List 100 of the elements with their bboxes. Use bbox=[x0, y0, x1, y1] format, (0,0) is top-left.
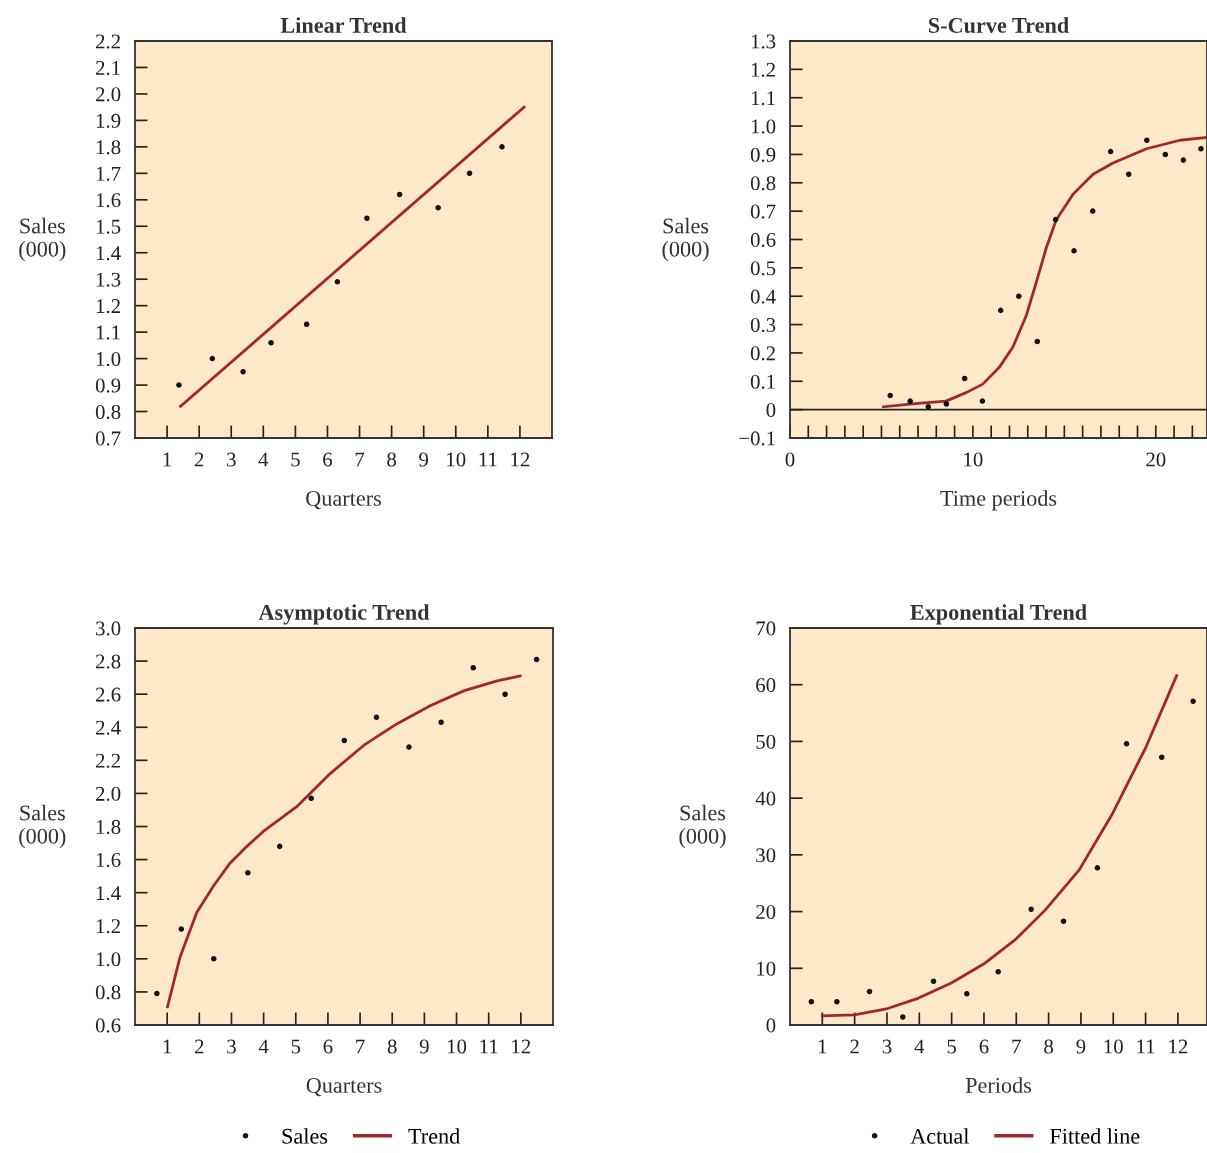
y-tick-label: 0.5 bbox=[750, 261, 776, 276]
y-tick-label: 1.8 bbox=[96, 140, 121, 155]
y-tick-label: 1.1 bbox=[751, 91, 775, 106]
x-tick-label: 7 bbox=[355, 452, 365, 467]
legend-label: Fitted line bbox=[1050, 1128, 1140, 1144]
y-tick-label: 1.8 bbox=[96, 819, 121, 835]
y-tick-label: 1.2 bbox=[96, 919, 120, 934]
y-tick-label: 1.2 bbox=[96, 299, 120, 314]
x-tick-label: 7 bbox=[1012, 1039, 1021, 1054]
x-tick-label: 10 bbox=[447, 1039, 467, 1054]
y-tick-label: 1.3 bbox=[751, 34, 776, 49]
y-tick-label: 2.4 bbox=[95, 720, 121, 735]
y-tick-label: 1.1 bbox=[96, 325, 120, 340]
y-tick-label: 2.6 bbox=[95, 687, 121, 702]
y-tick-label: 0.3 bbox=[750, 317, 776, 333]
y-tick-label: 1.4 bbox=[96, 886, 121, 901]
x-tick-label: 12 bbox=[1169, 1039, 1188, 1054]
y-tick-label: 2.1 bbox=[95, 60, 120, 75]
y-tick-label: 2.0 bbox=[95, 786, 121, 801]
y-tick-label: −0.1 bbox=[739, 431, 775, 446]
x-tick-label: 11 bbox=[479, 452, 497, 467]
x-tick-label: 9 bbox=[1076, 1039, 1086, 1054]
y-tick-label: 2.2 bbox=[95, 34, 120, 49]
legend-label: Actual bbox=[910, 1128, 969, 1144]
x-tick-label: 5 bbox=[291, 1039, 301, 1054]
x-tick-label: 11 bbox=[1137, 1039, 1155, 1054]
y-tick-label: 2.8 bbox=[95, 654, 121, 669]
y-tick-label: 1.4 bbox=[96, 246, 121, 261]
y-tick-label: 0.7 bbox=[95, 431, 121, 446]
x-tick-label: 6 bbox=[979, 1039, 989, 1054]
y-tick-label: 20 bbox=[756, 904, 776, 919]
x-tick-label: 3 bbox=[227, 1039, 236, 1054]
x-tick-label: 4 bbox=[258, 452, 269, 467]
y-tick-label: 3.0 bbox=[96, 621, 121, 636]
x-tick-label: 2 bbox=[850, 1039, 859, 1054]
x-tick-label: 5 bbox=[947, 1039, 957, 1054]
x-tick-label: 4 bbox=[258, 1039, 269, 1054]
x-tick-label: 8 bbox=[1044, 1039, 1054, 1054]
x-tick-label: 8 bbox=[387, 1039, 397, 1054]
x-tick-label: 12 bbox=[512, 1039, 531, 1054]
y-tick-label: 0.8 bbox=[95, 404, 121, 420]
y-tick-label: 0.4 bbox=[750, 289, 776, 304]
x-tick-label: 7 bbox=[356, 1039, 365, 1054]
chart-title: Asymptotic Trend bbox=[258, 604, 430, 625]
x-axis-title: Quarters bbox=[306, 490, 381, 510]
y-tick-label: 0 bbox=[766, 403, 776, 418]
y-tick-label: 1.5 bbox=[96, 219, 121, 234]
x-tick-label: 10 bbox=[447, 452, 466, 467]
y-tick-label: 0.9 bbox=[750, 147, 776, 162]
x-tick-label: 4 bbox=[914, 1039, 925, 1054]
x-tick-label: 2 bbox=[194, 452, 204, 467]
y-axis-title: Sales (000) bbox=[679, 804, 726, 849]
y-tick-label: 1.7 bbox=[96, 166, 121, 181]
y-axis-title: Sales (000) bbox=[19, 217, 66, 262]
x-tick-label: 9 bbox=[419, 1039, 429, 1054]
x-tick-label: 3 bbox=[227, 452, 236, 467]
chart-title: Linear Trend bbox=[280, 17, 407, 33]
x-tick-label: 10 bbox=[964, 452, 983, 467]
y-tick-label: 1.3 bbox=[96, 272, 121, 287]
x-axis-title: Time periods bbox=[940, 490, 1057, 511]
x-tick-label: 0 bbox=[785, 452, 795, 467]
y-tick-label: 0.9 bbox=[95, 378, 121, 393]
y-tick-label: 0.6 bbox=[750, 232, 776, 248]
x-tick-label: 11 bbox=[480, 1039, 498, 1054]
y-tick-label: 1.0 bbox=[751, 119, 776, 134]
y-tick-label: 0.1 bbox=[750, 374, 775, 389]
legend-label: Sales bbox=[282, 1128, 328, 1144]
x-axis-title: Quarters bbox=[306, 1077, 382, 1097]
x-tick-label: 8 bbox=[387, 452, 397, 467]
y-tick-label: 2.0 bbox=[95, 87, 121, 102]
y-tick-label: 0.8 bbox=[95, 985, 121, 1000]
x-tick-label: 1 bbox=[163, 452, 172, 467]
legend-label: Trend bbox=[408, 1128, 460, 1144]
y-tick-label: 0.8 bbox=[750, 176, 776, 191]
x-tick-label: 5 bbox=[291, 452, 300, 467]
x-tick-label: 1 bbox=[818, 1039, 827, 1054]
y-tick-label: 1.9 bbox=[96, 113, 121, 128]
y-tick-label: 10 bbox=[757, 961, 776, 976]
y-tick-label: 1.2 bbox=[751, 62, 775, 77]
x-tick-label: 6 bbox=[323, 1039, 333, 1054]
y-tick-label: 1.0 bbox=[96, 351, 121, 367]
y-tick-label: 0 bbox=[766, 1018, 776, 1033]
x-tick-label: 12 bbox=[511, 452, 530, 467]
x-tick-label: 9 bbox=[419, 452, 429, 467]
x-tick-label: 3 bbox=[882, 1039, 892, 1054]
x-tick-label: 1 bbox=[163, 1039, 172, 1054]
y-axis-title: Sales (000) bbox=[662, 217, 709, 262]
y-tick-label: 0.2 bbox=[750, 346, 775, 361]
x-tick-label: 2 bbox=[195, 1039, 204, 1054]
y-tick-label: 70 bbox=[756, 621, 776, 636]
y-tick-label: 1.6 bbox=[96, 853, 121, 868]
x-tick-label: 20 bbox=[1146, 452, 1166, 467]
x-tick-label: 10 bbox=[1104, 1039, 1123, 1054]
y-tick-label: 60 bbox=[756, 678, 776, 693]
chart-title: Exponential Trend bbox=[910, 604, 1087, 625]
y-axis-title: Sales (000) bbox=[19, 804, 66, 849]
x-axis-title: Periods bbox=[965, 1077, 1032, 1093]
y-tick-label: 1.0 bbox=[96, 952, 121, 967]
y-tick-label: 1.6 bbox=[96, 193, 121, 208]
y-tick-label: 40 bbox=[755, 791, 776, 806]
